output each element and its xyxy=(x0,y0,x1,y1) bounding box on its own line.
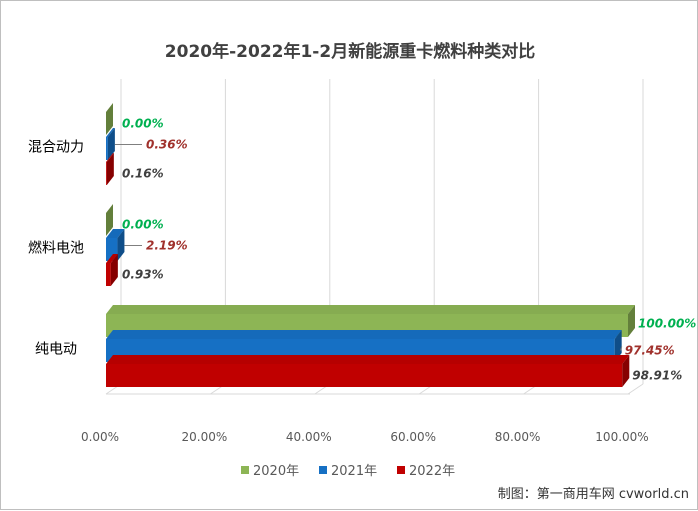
gridline-floor xyxy=(627,383,644,395)
bar xyxy=(106,254,118,286)
data-label: 0.16% xyxy=(122,167,164,181)
x-tick-label: 60.00% xyxy=(390,430,436,444)
x-tick-label: 80.00% xyxy=(495,430,541,444)
x-tick-label: 40.00% xyxy=(286,430,332,444)
category-label: 混合动力 xyxy=(28,140,84,156)
x-tick-label: 0.00% xyxy=(81,430,119,444)
x-tick-label: 20.00% xyxy=(182,430,228,444)
legend-label: 2020年 xyxy=(253,464,299,479)
chart-title: 2020年-2022年1-2月新能源重卡燃料种类对比 xyxy=(165,41,535,62)
bar xyxy=(106,103,113,135)
data-label: 2.19% xyxy=(146,239,188,253)
category-label: 纯电动 xyxy=(35,342,77,358)
legend-swatch xyxy=(397,466,405,474)
source-note: 制图：第一商用车网 cvworld.cn xyxy=(498,486,689,502)
bar xyxy=(106,128,115,160)
data-label: 98.91% xyxy=(632,369,682,383)
legend-label: 2021年 xyxy=(331,464,377,479)
data-label: 0.93% xyxy=(122,268,164,282)
legend-swatch xyxy=(319,466,327,474)
bar xyxy=(106,355,630,387)
bar xyxy=(106,153,114,185)
leader-line xyxy=(620,346,623,351)
data-labels-group: 0.00% 0.36% 0.16% 0.00% 2.19% 0.93% 100.00% 97.… xyxy=(114,117,696,383)
data-label: 0.00% xyxy=(122,117,164,131)
bar xyxy=(106,204,113,236)
data-label: 97.45% xyxy=(625,344,675,358)
category-label: 燃料电池 xyxy=(28,240,84,257)
data-label: 0.00% xyxy=(122,218,164,232)
data-label: 100.00% xyxy=(638,317,696,331)
tick-labels-group: 0.00% 20.00% 40.00% 60.00% 80.00% 100.00% xyxy=(81,430,649,444)
data-label: 0.36% xyxy=(146,138,188,152)
legend-swatch xyxy=(241,466,249,474)
legend-label: 2022年 xyxy=(409,464,455,479)
x-tick-label: 100.00% xyxy=(595,430,648,444)
bars-group xyxy=(106,103,635,387)
legend: 2020年 2021年 2022年 xyxy=(241,464,455,479)
bar xyxy=(106,229,125,261)
